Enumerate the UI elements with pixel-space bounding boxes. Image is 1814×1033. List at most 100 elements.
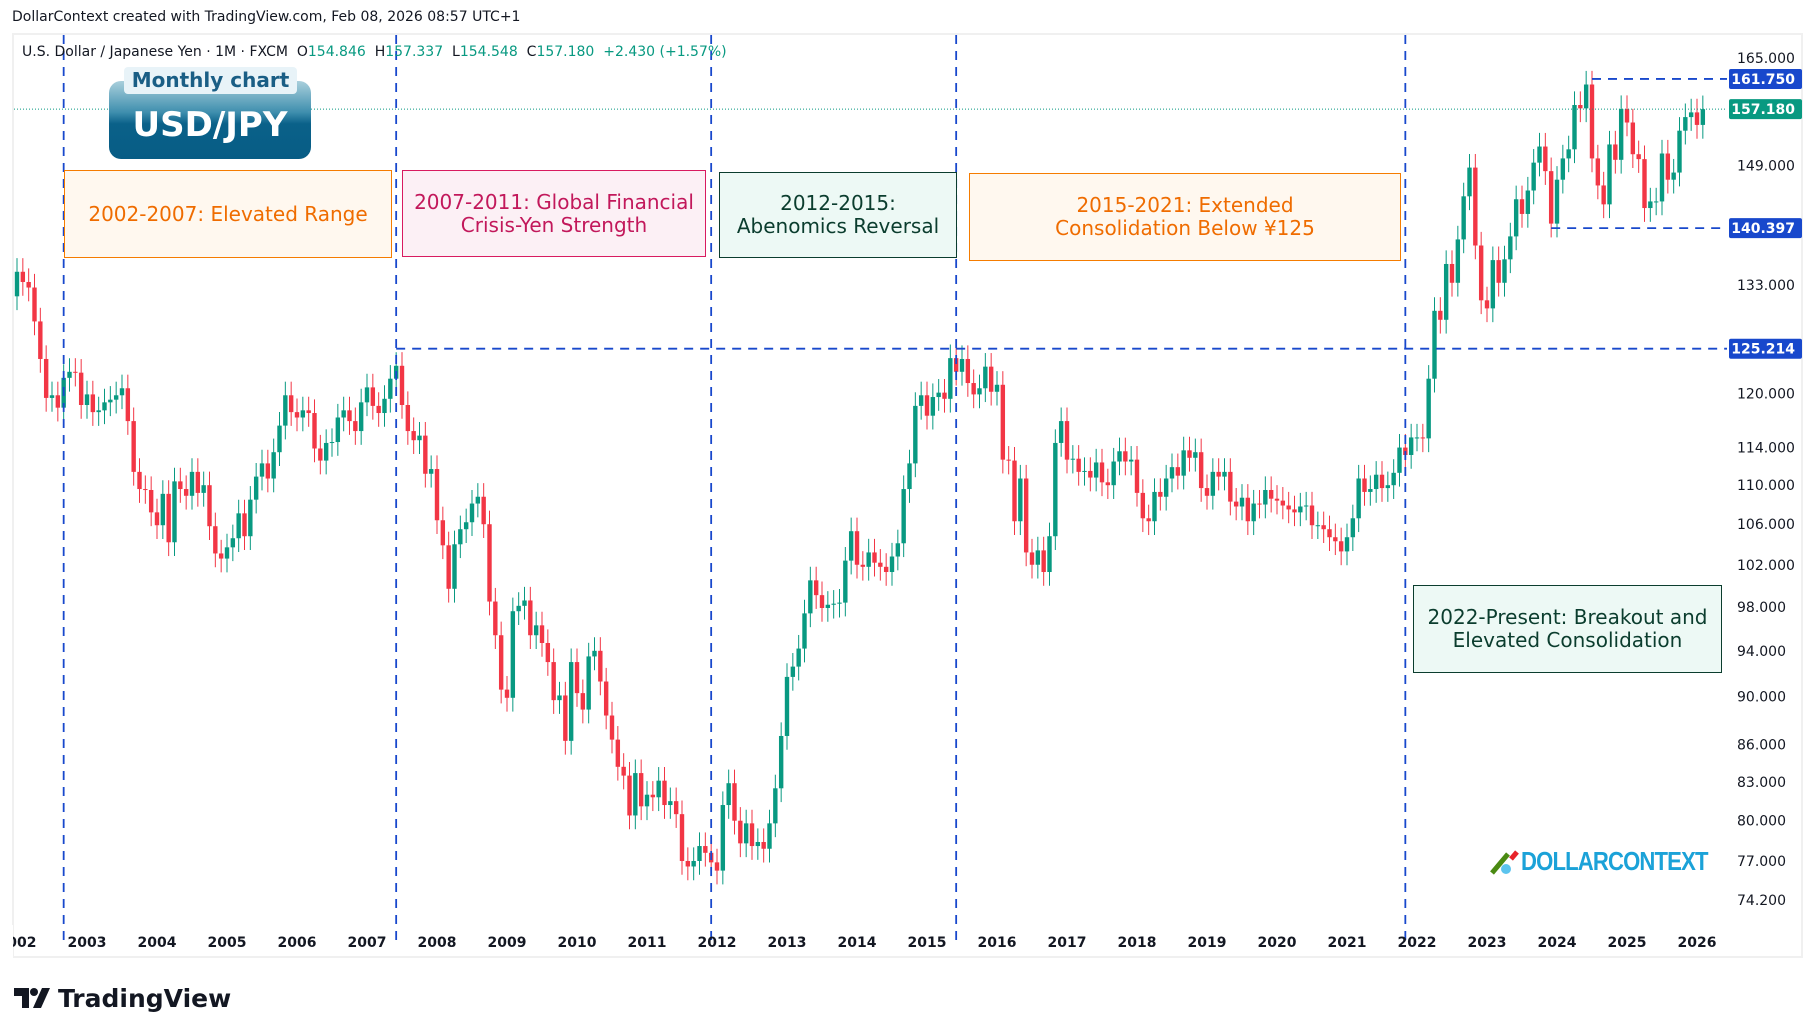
candle-body — [1671, 172, 1676, 180]
candle-body — [1251, 503, 1256, 522]
candle-body — [294, 412, 300, 418]
x-tick-label: 2020 — [1258, 935, 1297, 951]
candle-body — [942, 392, 947, 399]
candle — [1274, 485, 1280, 515]
candle — [1093, 448, 1099, 492]
candle — [1426, 365, 1431, 453]
candle — [994, 371, 1000, 406]
candle-body — [1268, 489, 1274, 499]
candle-body — [1274, 498, 1280, 501]
candle-body — [644, 794, 650, 807]
candle-body — [697, 846, 702, 861]
candle-body — [568, 662, 574, 741]
candle — [988, 353, 994, 406]
candle-body — [778, 735, 784, 789]
annotation-2015-2021[interactable]: 2015-2021: Extended Consolidation Below … — [969, 173, 1401, 261]
candle — [1548, 157, 1554, 238]
candle-body — [1618, 109, 1624, 160]
y-tick-label: 106.000 — [1737, 517, 1795, 533]
y-tick-label: 120.000 — [1737, 387, 1795, 403]
candle-body — [1047, 536, 1052, 573]
candle-body — [1694, 112, 1700, 125]
candle — [656, 767, 661, 812]
candle-body — [878, 562, 883, 567]
candle-body — [26, 281, 31, 288]
candle — [1163, 464, 1169, 511]
annotation-2007-2011[interactable]: 2007-2011: Global Financial Crisis-Yen S… — [402, 170, 706, 257]
candle-body — [463, 522, 469, 530]
x-tick-label: 2024 — [1538, 935, 1577, 951]
candle — [119, 374, 125, 410]
candle-body — [1391, 472, 1396, 486]
annotation-2002-2007[interactable]: 2002-2007: Elevated Range — [64, 170, 392, 258]
y-tick-label: 149.000 — [1737, 158, 1795, 174]
candle — [668, 787, 673, 819]
candle-body — [49, 395, 55, 398]
tradingview-wordmark: TradingView — [58, 984, 232, 1013]
candle-body — [411, 431, 416, 441]
candle — [38, 307, 43, 373]
open-value: 154.846 — [307, 44, 366, 60]
tradingview-logo[interactable]: TradingView — [14, 984, 231, 1013]
x-tick-label: 2026 — [1678, 935, 1717, 951]
x-tick-label: 2005 — [208, 935, 247, 951]
candle-body — [96, 410, 101, 413]
candle — [755, 828, 761, 860]
candle — [685, 847, 691, 881]
price-level-label-text: 125.214 — [1731, 342, 1795, 358]
candle — [487, 510, 492, 616]
candle — [662, 767, 667, 819]
chart-credit: DollarContext created with TradingView.c… — [12, 9, 521, 25]
candle-body — [329, 442, 335, 444]
candle-body — [953, 358, 959, 372]
x-tick-label: 2010 — [558, 935, 597, 951]
candle-body — [668, 801, 673, 806]
x-tick-label: 2016 — [978, 935, 1017, 951]
candle-body — [1181, 450, 1186, 476]
candle-body — [1175, 467, 1181, 476]
candle — [1543, 132, 1548, 185]
tradingview-logo-icon — [14, 987, 50, 1008]
candle-body — [1414, 437, 1420, 439]
close-label: C — [526, 44, 537, 60]
candle-body — [662, 780, 667, 806]
candle — [1029, 538, 1035, 579]
x-tick-label: 2011 — [628, 935, 667, 951]
price-level-label-bg — [1729, 218, 1802, 239]
candle — [1134, 446, 1140, 507]
x-tick-label: 2019 — [1188, 935, 1227, 951]
candle — [1583, 70, 1589, 123]
candle-body — [831, 603, 836, 605]
candle-body — [994, 384, 1000, 392]
candle — [895, 529, 901, 571]
candle-body — [1309, 505, 1315, 526]
candle — [1327, 515, 1332, 552]
annotation-2022-present[interactable]: 2022-Present: Breakout and Elevated Cons… — [1413, 585, 1722, 673]
candle — [294, 398, 300, 432]
x-tick-label: 2014 — [838, 935, 877, 951]
candle-body — [1648, 201, 1653, 209]
candle — [866, 538, 871, 581]
symbol-legend: U.S. Dollar / Japanese Yen · 1M · FXCM O… — [22, 44, 727, 60]
candle — [1677, 117, 1682, 187]
candle — [1181, 436, 1186, 490]
candle — [924, 381, 930, 430]
candle-body — [143, 489, 148, 491]
candle-body — [1058, 421, 1064, 443]
candle-body — [1589, 84, 1595, 159]
x-tick-label: 2017 — [1048, 935, 1087, 951]
candle — [1315, 511, 1321, 540]
candle — [102, 388, 107, 425]
candle — [1502, 245, 1507, 297]
candle — [1303, 491, 1309, 521]
candle — [679, 800, 685, 875]
candle — [55, 381, 61, 422]
annotation-2012-2015[interactable]: 2012-2015: Abenomics Reversal — [719, 172, 957, 258]
candle — [318, 434, 323, 475]
x-tick-label: 2006 — [278, 935, 317, 951]
candle — [1385, 471, 1391, 502]
candle-body — [108, 399, 113, 403]
candle-body — [1228, 471, 1233, 502]
candle — [977, 374, 982, 409]
